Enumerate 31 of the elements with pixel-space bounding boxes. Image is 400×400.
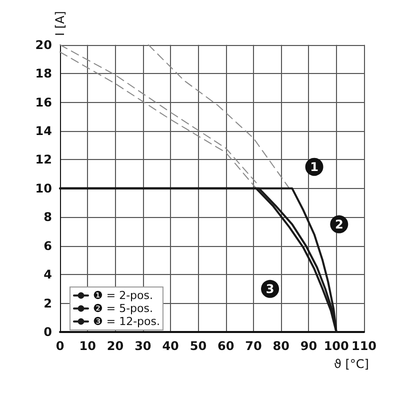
x-tick-label: 80: [272, 339, 290, 353]
y-tick-label: 4: [44, 268, 52, 282]
y-tick-label: 14: [35, 124, 52, 138]
x-tick-label: 70: [245, 339, 262, 353]
y-axis-title: I [A]: [53, 11, 67, 36]
x-tick-label: 10: [79, 339, 96, 353]
y-tick-label: 18: [35, 66, 52, 81]
x-tick-label: 0: [56, 339, 64, 353]
legend-label: ❸ = 12-pos.: [93, 315, 160, 328]
y-tick-label: 12: [35, 152, 52, 167]
x-tick-label: 40: [162, 339, 179, 353]
x-tick-label: 110: [351, 339, 377, 353]
x-tick-label: 60: [217, 339, 234, 353]
y-tick-label: 8: [44, 210, 52, 224]
y-tick-label: 10: [35, 181, 52, 196]
y-tick-label: 20: [35, 38, 52, 52]
y-tick-label: 0: [44, 325, 52, 339]
x-tick-label: 50: [190, 339, 207, 353]
x-tick-label: 20: [106, 339, 124, 353]
x-axis-title: ϑ [°C]: [334, 357, 369, 371]
y-tick-label: 2: [44, 296, 52, 310]
y-tick-label: 16: [35, 95, 52, 110]
legend-label: ❷ = 5-pos.: [93, 302, 153, 315]
annotation: 1: [310, 160, 318, 174]
annotation: 3: [266, 282, 274, 296]
y-tick-label: 6: [44, 238, 52, 253]
annotation: 2: [334, 217, 344, 232]
x-tick-label: 100: [324, 339, 349, 353]
legend-label: ❶ = 2-pos.: [93, 289, 153, 302]
x-tick-label: 30: [134, 339, 152, 353]
x-tick-label: 90: [300, 339, 318, 353]
